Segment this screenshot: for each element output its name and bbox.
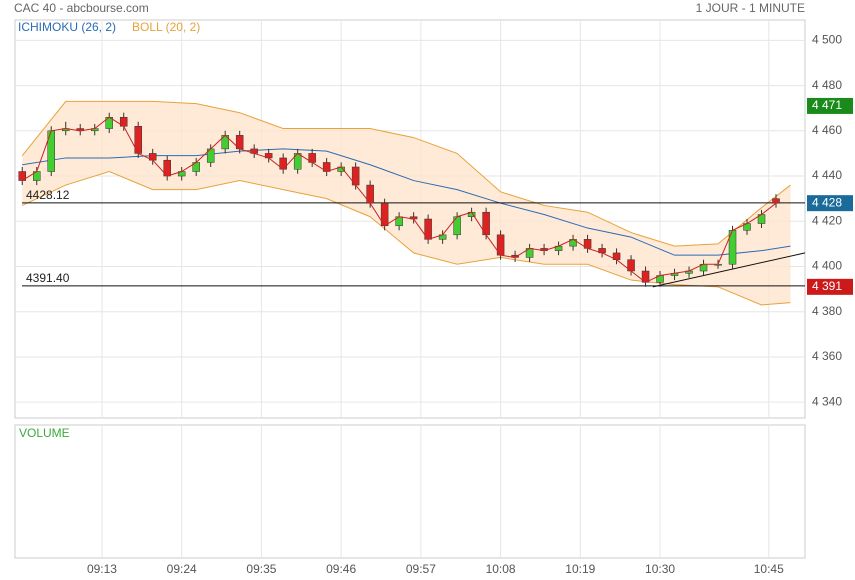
y-tick-label: 4 340 — [812, 394, 842, 408]
level-label: 4391.40 — [26, 271, 70, 285]
price-tag — [807, 195, 853, 212]
candle-body — [772, 198, 780, 204]
x-tick-label: 09:46 — [326, 562, 356, 576]
volume-panel — [14, 424, 806, 559]
plot: 4428.12 4391.40 — [18, 112, 806, 288]
x-tick-label: 10:45 — [754, 562, 784, 576]
chart-title: CAC 40 - abcbourse.com — [14, 1, 149, 15]
price-tag — [807, 97, 853, 114]
price-tag-label: 4 471 — [812, 98, 842, 112]
bollinger-lower — [22, 170, 791, 306]
price-tag-label: 4 391 — [812, 279, 842, 293]
x-tick-label: 09:57 — [406, 562, 436, 576]
candle-body — [18, 171, 26, 181]
chart-subtitle: 1 JOUR - 1 MINUTE — [696, 1, 805, 15]
price-tag-label: 4 428 — [812, 195, 842, 209]
bollinger-upper — [21, 100, 791, 247]
y-tick-label: 4 460 — [812, 123, 842, 137]
volume-label: VOLUME — [19, 426, 70, 440]
y-tick-label: 4 400 — [812, 259, 842, 273]
x-tick-label: 09:35 — [246, 562, 276, 576]
y-tick-label: 4 480 — [812, 78, 842, 92]
x-tick-label: 09:13 — [87, 562, 117, 576]
legend-entry: ICHIMOKU (26, 2) — [18, 20, 116, 34]
trendline — [652, 252, 806, 288]
x-tick-label: 09:24 — [167, 562, 197, 576]
x-tick-label: 10:08 — [486, 562, 516, 576]
y-tick-label: 4 380 — [812, 304, 842, 318]
y-tick-label: 4 500 — [812, 33, 842, 47]
price-tag — [807, 278, 853, 295]
y-tick-label: 4 440 — [812, 168, 842, 182]
grid — [15, 20, 805, 558]
legend-entry: BOLL (20, 2) — [132, 20, 200, 34]
y-tick-label: 4 360 — [812, 349, 842, 363]
y-tick-label: 4 420 — [812, 213, 842, 227]
level-label: 4428.12 — [26, 188, 70, 202]
x-tick-label: 10:30 — [645, 562, 675, 576]
x-tick-label: 10:19 — [565, 562, 595, 576]
close-line — [21, 116, 777, 283]
